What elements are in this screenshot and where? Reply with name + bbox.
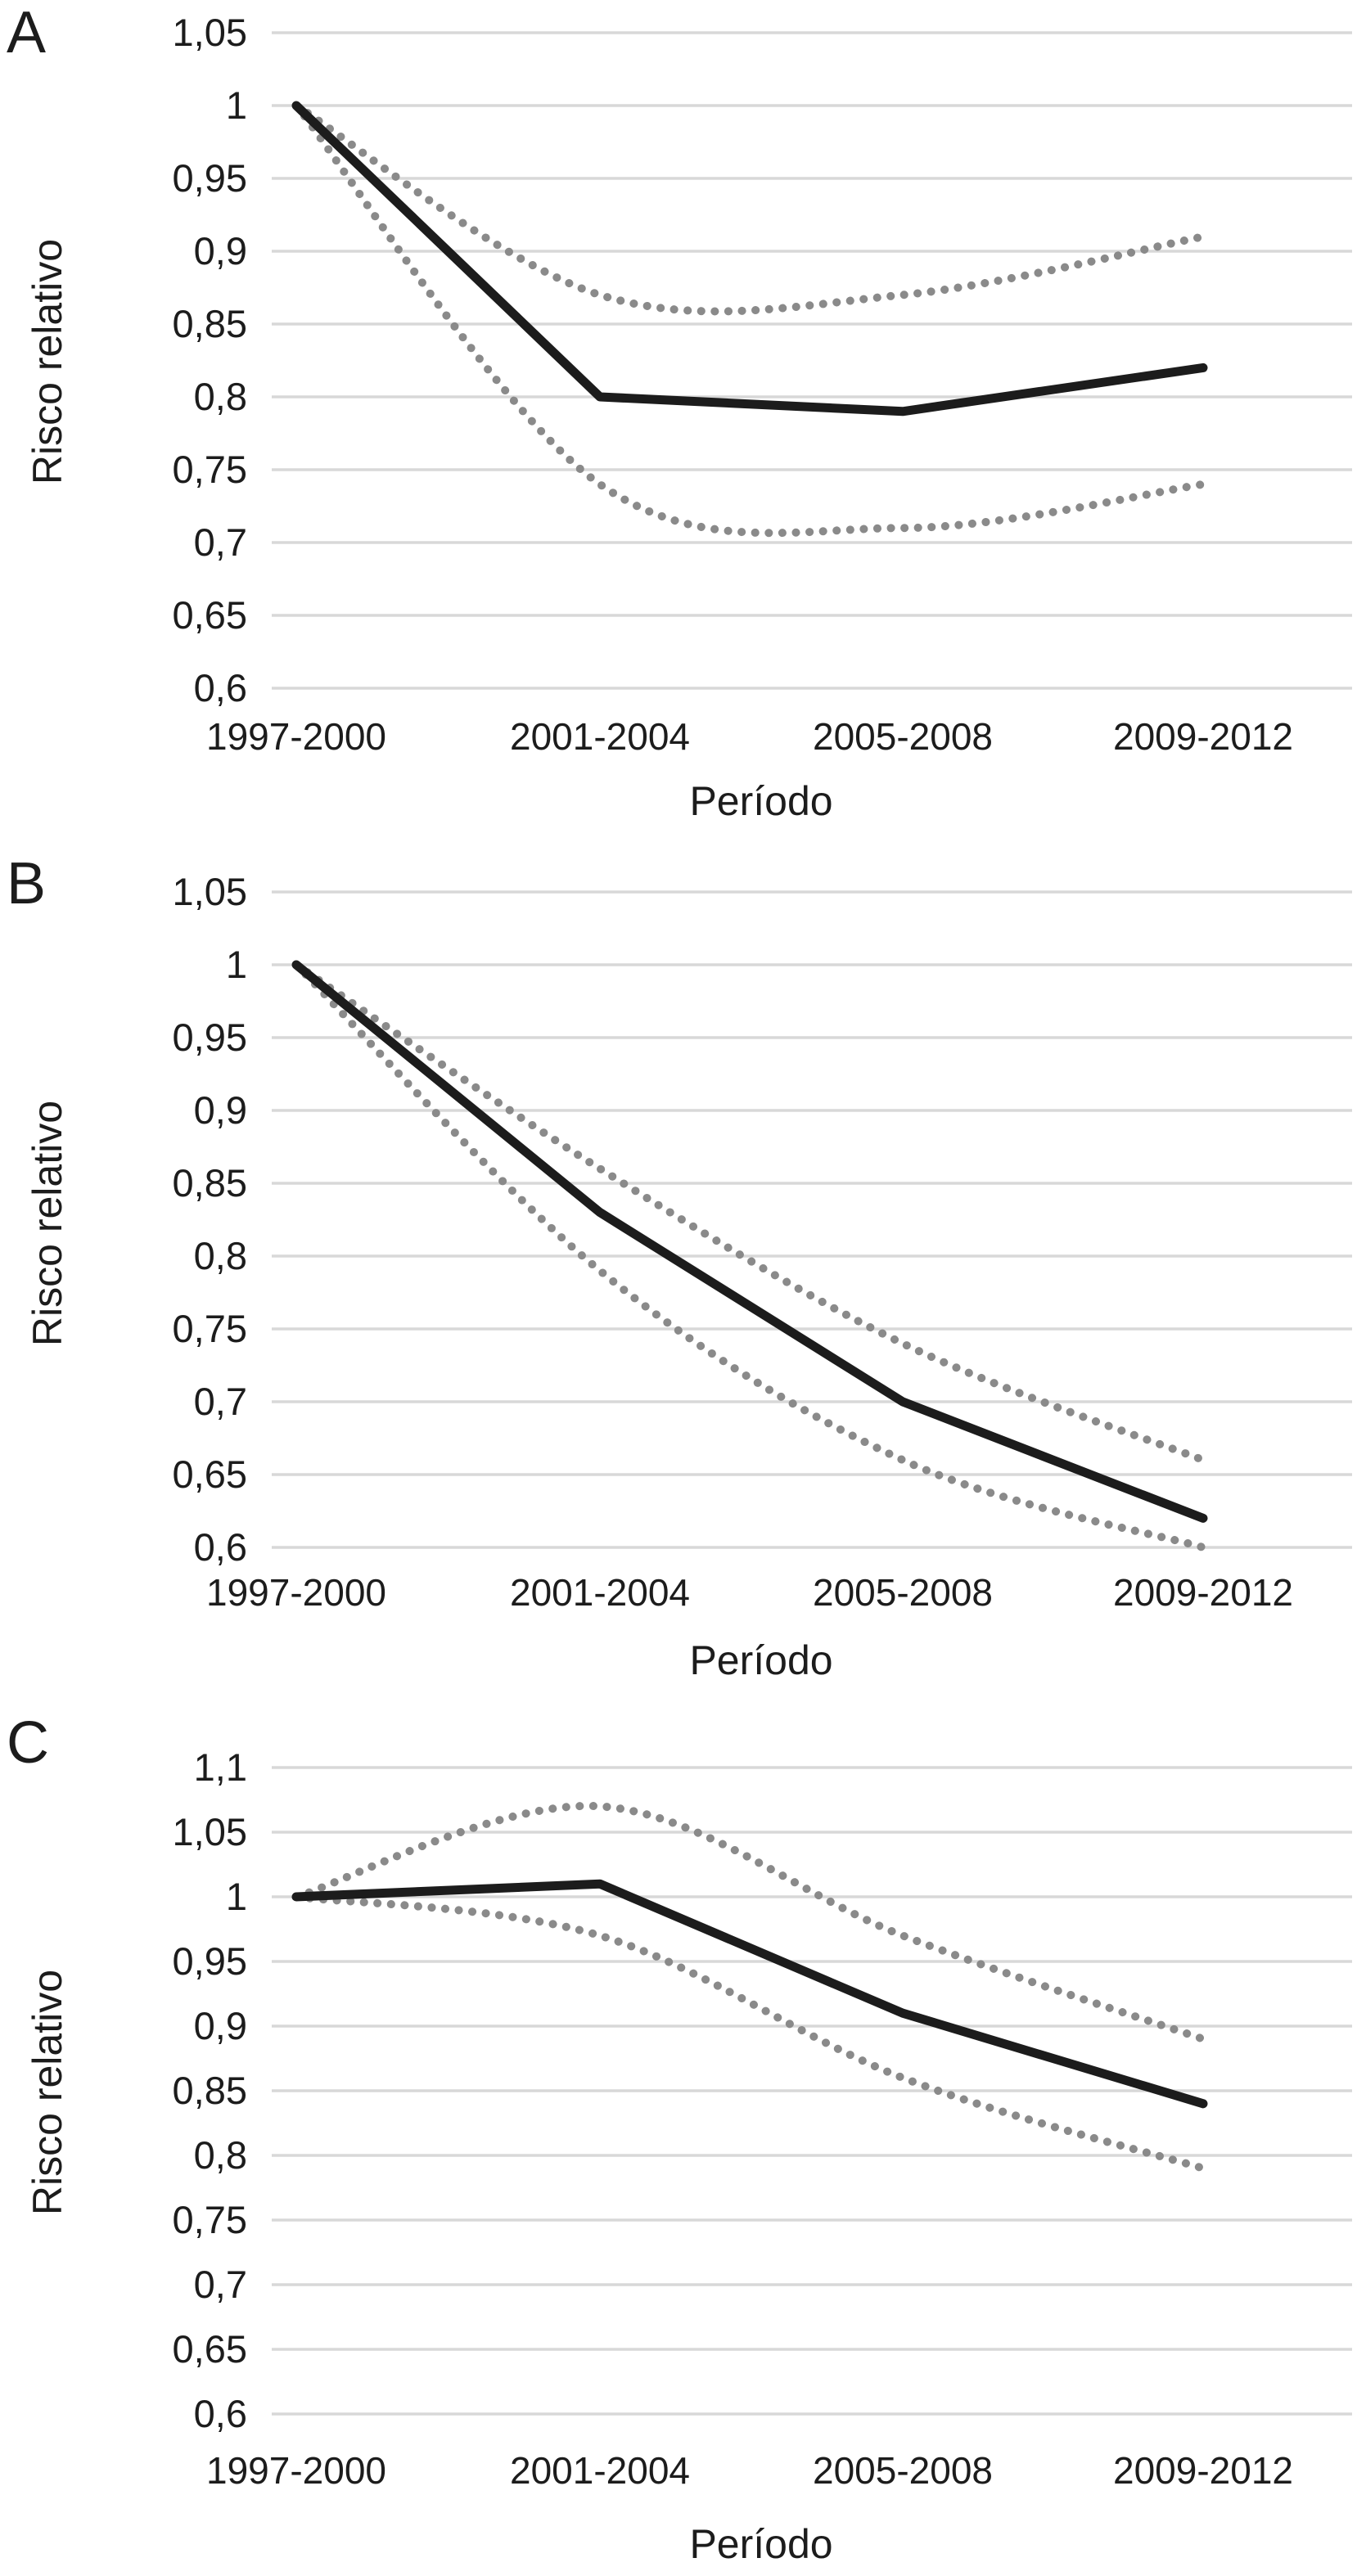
y-tick-label: 0,65 [173,1452,247,1496]
y-tick-label: 0,95 [173,1016,247,1059]
panel-letter-c: C [7,1710,49,1776]
x-category-label: 2009-2012 [1113,1571,1293,1614]
x-axis-title-c: Período [689,2521,833,2567]
y-tick-label: 0,6 [194,666,247,709]
series-line-limite-inferior [292,1893,1207,2173]
y-tick-label: 1,05 [173,11,247,54]
x-category-label: 2009-2012 [1113,2449,1293,2492]
x-category-label: 2001-2004 [510,2449,690,2492]
series-line-limite-superior [292,961,1207,1465]
x-category-label: 1997-2000 [206,2449,386,2492]
y-tick-label: 0,9 [194,2004,247,2047]
y-tick-label: 1 [226,1875,247,1918]
x-axis-title-b: Período [689,1637,833,1683]
y-tick-label: 1,05 [173,1810,247,1853]
series-line-limite-superior [292,101,1207,316]
series-line-limite-superior [292,1802,1207,2043]
chart-a: 1,05 1 0,95 0,9 0,85 0,8 0,75 0,7 0,65 0,6 1997-20… [173,11,1352,758]
y-tick-label: 0,85 [173,2069,247,2112]
series-line-risco-relativo [291,101,1208,417]
y-tick-label: 0,7 [194,2263,247,2306]
y-tick-label: 0,95 [173,156,247,200]
panel-c: C 1,1 1,05 1 0,95 0,9 0,85 0,8 0,75 0,7 0,65 0,6 19… [0,1710,1357,2576]
y-tick-label: 0,8 [194,375,247,418]
chart-b: 1,05 1 0,95 0,9 0,85 0,8 0,75 0,7 0,65 0,61997-20… [173,870,1352,1614]
panel-letter-b: B [7,851,47,916]
y-tick-label: 0,95 [173,1939,247,1983]
series-line-risco-relativo [291,1879,1208,2109]
x-category-label: 2001-2004 [510,715,690,758]
y-tick-label: 0,9 [194,229,247,272]
y-tick-label: 0,6 [194,2392,247,2435]
y-tick-label: 1 [226,943,247,986]
y-tick-label: 0,7 [194,1380,247,1423]
y-tick-label: 0,65 [173,593,247,637]
y-tick-label: 0,7 [194,520,247,564]
y-tick-label: 1,05 [173,870,247,913]
y-tick-label: 0,8 [194,2133,247,2177]
x-category-label: 2005-2008 [813,715,993,758]
panel-b: B 1,05 1 0,95 0,9 0,85 0,8 0,75 0,7 0,65 0,6 1997-… [0,851,1357,1710]
chart-c: 1,1 1,05 1 0,95 0,9 0,85 0,8 0,75 0,7 0,65 0,6 1997… [173,1745,1352,2492]
series-line-limite-inferior [292,961,1207,1551]
y-tick-label: 0,8 [194,1234,247,1277]
y-tick-label: 0,9 [194,1088,247,1132]
y-tick-label: 0,85 [173,1161,247,1205]
y-tick-label: 1 [226,83,247,127]
x-category-label: 1997-2000 [206,1571,386,1614]
y-axis-title-c: Risco relativo [25,1969,70,2216]
x-category-label: 2001-2004 [510,1571,690,1614]
series-line-risco-relativo [291,960,1208,1523]
x-category-label: 1997-2000 [206,715,386,758]
y-tick-label: 0,6 [194,1525,247,1569]
x-axis-title-a: Período [689,778,833,824]
panel-letter-a: A [7,0,47,65]
y-axis-title-b: Risco relativo [25,1100,70,1347]
y-tick-label: 0,65 [173,2327,247,2371]
y-tick-label: 0,75 [173,448,247,491]
y-axis-title-a: Risco relativo [25,238,70,485]
y-tick-label: 1,1 [194,1745,247,1789]
y-tick-label: 0,85 [173,302,247,345]
x-category-label: 2009-2012 [1113,715,1293,758]
panel-a: A 1,05 1 0,95 0,9 0,85 0,8 0,75 0,7 0,65 0,6 1997-… [0,0,1357,851]
x-category-label: 2005-2008 [813,1571,993,1614]
y-tick-label: 0,75 [173,1307,247,1350]
x-category-label: 2005-2008 [813,2449,993,2492]
series-line-limite-inferior [292,101,1207,538]
y-tick-label: 0,75 [173,2198,247,2241]
